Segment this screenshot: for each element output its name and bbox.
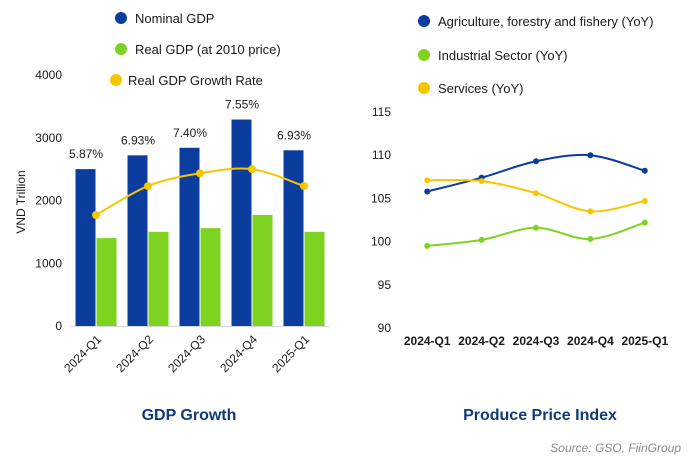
gdp-x-tick-label: 2024-Q4 <box>217 332 260 375</box>
legend-marker-agriculture <box>418 15 430 27</box>
ppi-x-tick-label: 2024-Q4 <box>567 334 614 348</box>
ppi-x-tick-label: 2024-Q1 <box>404 334 451 348</box>
bar-nominal-gdp-2024-q1 <box>75 169 96 326</box>
ppi-y-tick-label: 105 <box>371 191 391 205</box>
ppi-y-tick-label: 100 <box>371 235 391 249</box>
gdp-y-tick-label: 4000 <box>35 68 62 82</box>
ppi-lines <box>424 152 648 249</box>
ppi-legend: Agriculture, forestry and fishery (YoY) … <box>418 14 654 96</box>
gdp-chart-title: GDP Growth <box>142 407 237 424</box>
legend-marker-real-gdp <box>115 43 127 55</box>
ppi-point-industrial-sector-yoy <box>478 236 485 243</box>
gdp-y-tick-label: 0 <box>55 319 62 333</box>
bar-real-gdp-2024-q3 <box>200 228 221 326</box>
ppi-point-agriculture-forestry-and-fishery-yoy <box>641 167 648 174</box>
ppi-point-services-yoy <box>533 190 539 197</box>
legend-item-agriculture: Agriculture, forestry and fishery (YoY) <box>418 14 654 29</box>
ppi-point-agriculture-forestry-and-fishery-yoy <box>424 188 431 195</box>
ppi-point-agriculture-forestry-and-fishery-yoy <box>533 158 539 165</box>
growth-rate-point <box>248 165 256 174</box>
ppi-x-tick-label: 2024-Q2 <box>458 334 505 348</box>
legend-item-real-gdp: Real GDP (at 2010 price) <box>115 42 281 57</box>
gdp-legend: Nominal GDP Real GDP (at 2010 price) Rea… <box>110 11 281 88</box>
bar-real-gdp-2024-q2 <box>148 231 169 326</box>
bar-real-gdp-2024-q1 <box>96 238 117 326</box>
legend-marker-nominal-gdp <box>115 12 127 24</box>
legend-item-industrial: Industrial Sector (YoY) <box>418 48 568 63</box>
gdp-y-tick-label: 2000 <box>35 194 62 208</box>
growth-rate-point <box>196 169 204 178</box>
legend-label-industrial: Industrial Sector (YoY) <box>438 48 568 63</box>
ppi-point-industrial-sector-yoy <box>641 219 648 226</box>
legend-label-growth-rate: Real GDP Growth Rate <box>128 73 263 88</box>
gdp-x-axis: 2024-Q1 2024-Q2 2024-Q3 2024-Q4 2025-Q1 <box>61 332 312 375</box>
ppi-point-services-yoy <box>424 177 431 184</box>
gdp-x-tick-label: 2024-Q2 <box>113 332 156 375</box>
ppi-y-tick-label: 110 <box>372 148 391 162</box>
growth-rate-point <box>300 182 308 191</box>
growth-rate-label: 6.93% <box>121 133 155 147</box>
ppi-point-services-yoy <box>478 178 485 185</box>
growth-rate-point <box>92 211 100 219</box>
legend-marker-growth-rate <box>110 74 122 86</box>
growth-rate-label: 6.93% <box>277 128 311 142</box>
legend-marker-services <box>418 82 430 94</box>
gdp-y-axis-label: VND Trillion <box>14 170 28 233</box>
bar-nominal-gdp-2024-q4 <box>231 119 252 327</box>
bar-nominal-gdp-2024-q3 <box>179 147 200 326</box>
gdp-growth-line: 5.87% 6.93% 7.40% 7.55% 6.93% <box>69 98 311 219</box>
gdp-y-tick-label: 1000 <box>35 256 62 270</box>
growth-rate-label: 7.40% <box>173 126 207 140</box>
ppi-x-tick-label: 2024-Q3 <box>513 334 560 348</box>
legend-item-services: Services (YoY) <box>418 81 524 96</box>
ppi-y-tick-label: 95 <box>378 278 392 292</box>
ppi-point-industrial-sector-yoy <box>533 224 539 231</box>
ppi-y-tick-label: 115 <box>372 105 391 119</box>
ppi-point-services-yoy <box>641 197 648 204</box>
ppi-y-tick-label: 90 <box>378 321 392 335</box>
bar-real-gdp-2025-q1 <box>304 231 325 326</box>
growth-rate-label: 5.87% <box>69 147 103 161</box>
legend-marker-industrial <box>418 49 430 61</box>
ppi-x-axis: 2024-Q1 2024-Q2 2024-Q3 2024-Q4 2025-Q1 <box>404 334 669 348</box>
ppi-point-industrial-sector-yoy <box>424 242 431 249</box>
growth-rate-point <box>144 182 152 191</box>
legend-label-agriculture: Agriculture, forestry and fishery (YoY) <box>438 14 654 29</box>
legend-label-nominal-gdp: Nominal GDP <box>135 11 214 26</box>
gdp-bars <box>75 119 325 327</box>
bar-nominal-gdp-2025-q1 <box>283 150 304 326</box>
gdp-y-axis: 0 1000 2000 3000 4000 <box>35 68 330 333</box>
legend-item-nominal-gdp: Nominal GDP <box>115 11 214 26</box>
gdp-x-tick-label: 2025-Q1 <box>269 332 312 375</box>
source-note: Source: GSO, FiinGroup <box>550 441 681 455</box>
ppi-y-axis: 90 95 100 105 110 115 <box>371 105 391 335</box>
gdp-x-tick-label: 2024-Q3 <box>165 332 208 375</box>
legend-item-growth-rate: Real GDP Growth Rate <box>110 73 263 88</box>
bar-real-gdp-2024-q4 <box>252 214 273 326</box>
gdp-x-tick-label: 2024-Q1 <box>61 332 104 375</box>
gdp-y-tick-label: 3000 <box>35 131 62 145</box>
ppi-chart-title: Produce Price Index <box>463 407 617 424</box>
ppi-point-industrial-sector-yoy <box>587 236 594 243</box>
legend-label-real-gdp: Real GDP (at 2010 price) <box>135 42 281 57</box>
bar-nominal-gdp-2024-q2 <box>127 155 148 326</box>
ppi-x-tick-label: 2025-Q1 <box>621 334 668 348</box>
ppi-point-agriculture-forestry-and-fishery-yoy <box>587 152 594 159</box>
growth-rate-label: 7.55% <box>225 98 259 112</box>
legend-label-services: Services (YoY) <box>438 81 524 96</box>
ppi-point-services-yoy <box>587 208 594 215</box>
